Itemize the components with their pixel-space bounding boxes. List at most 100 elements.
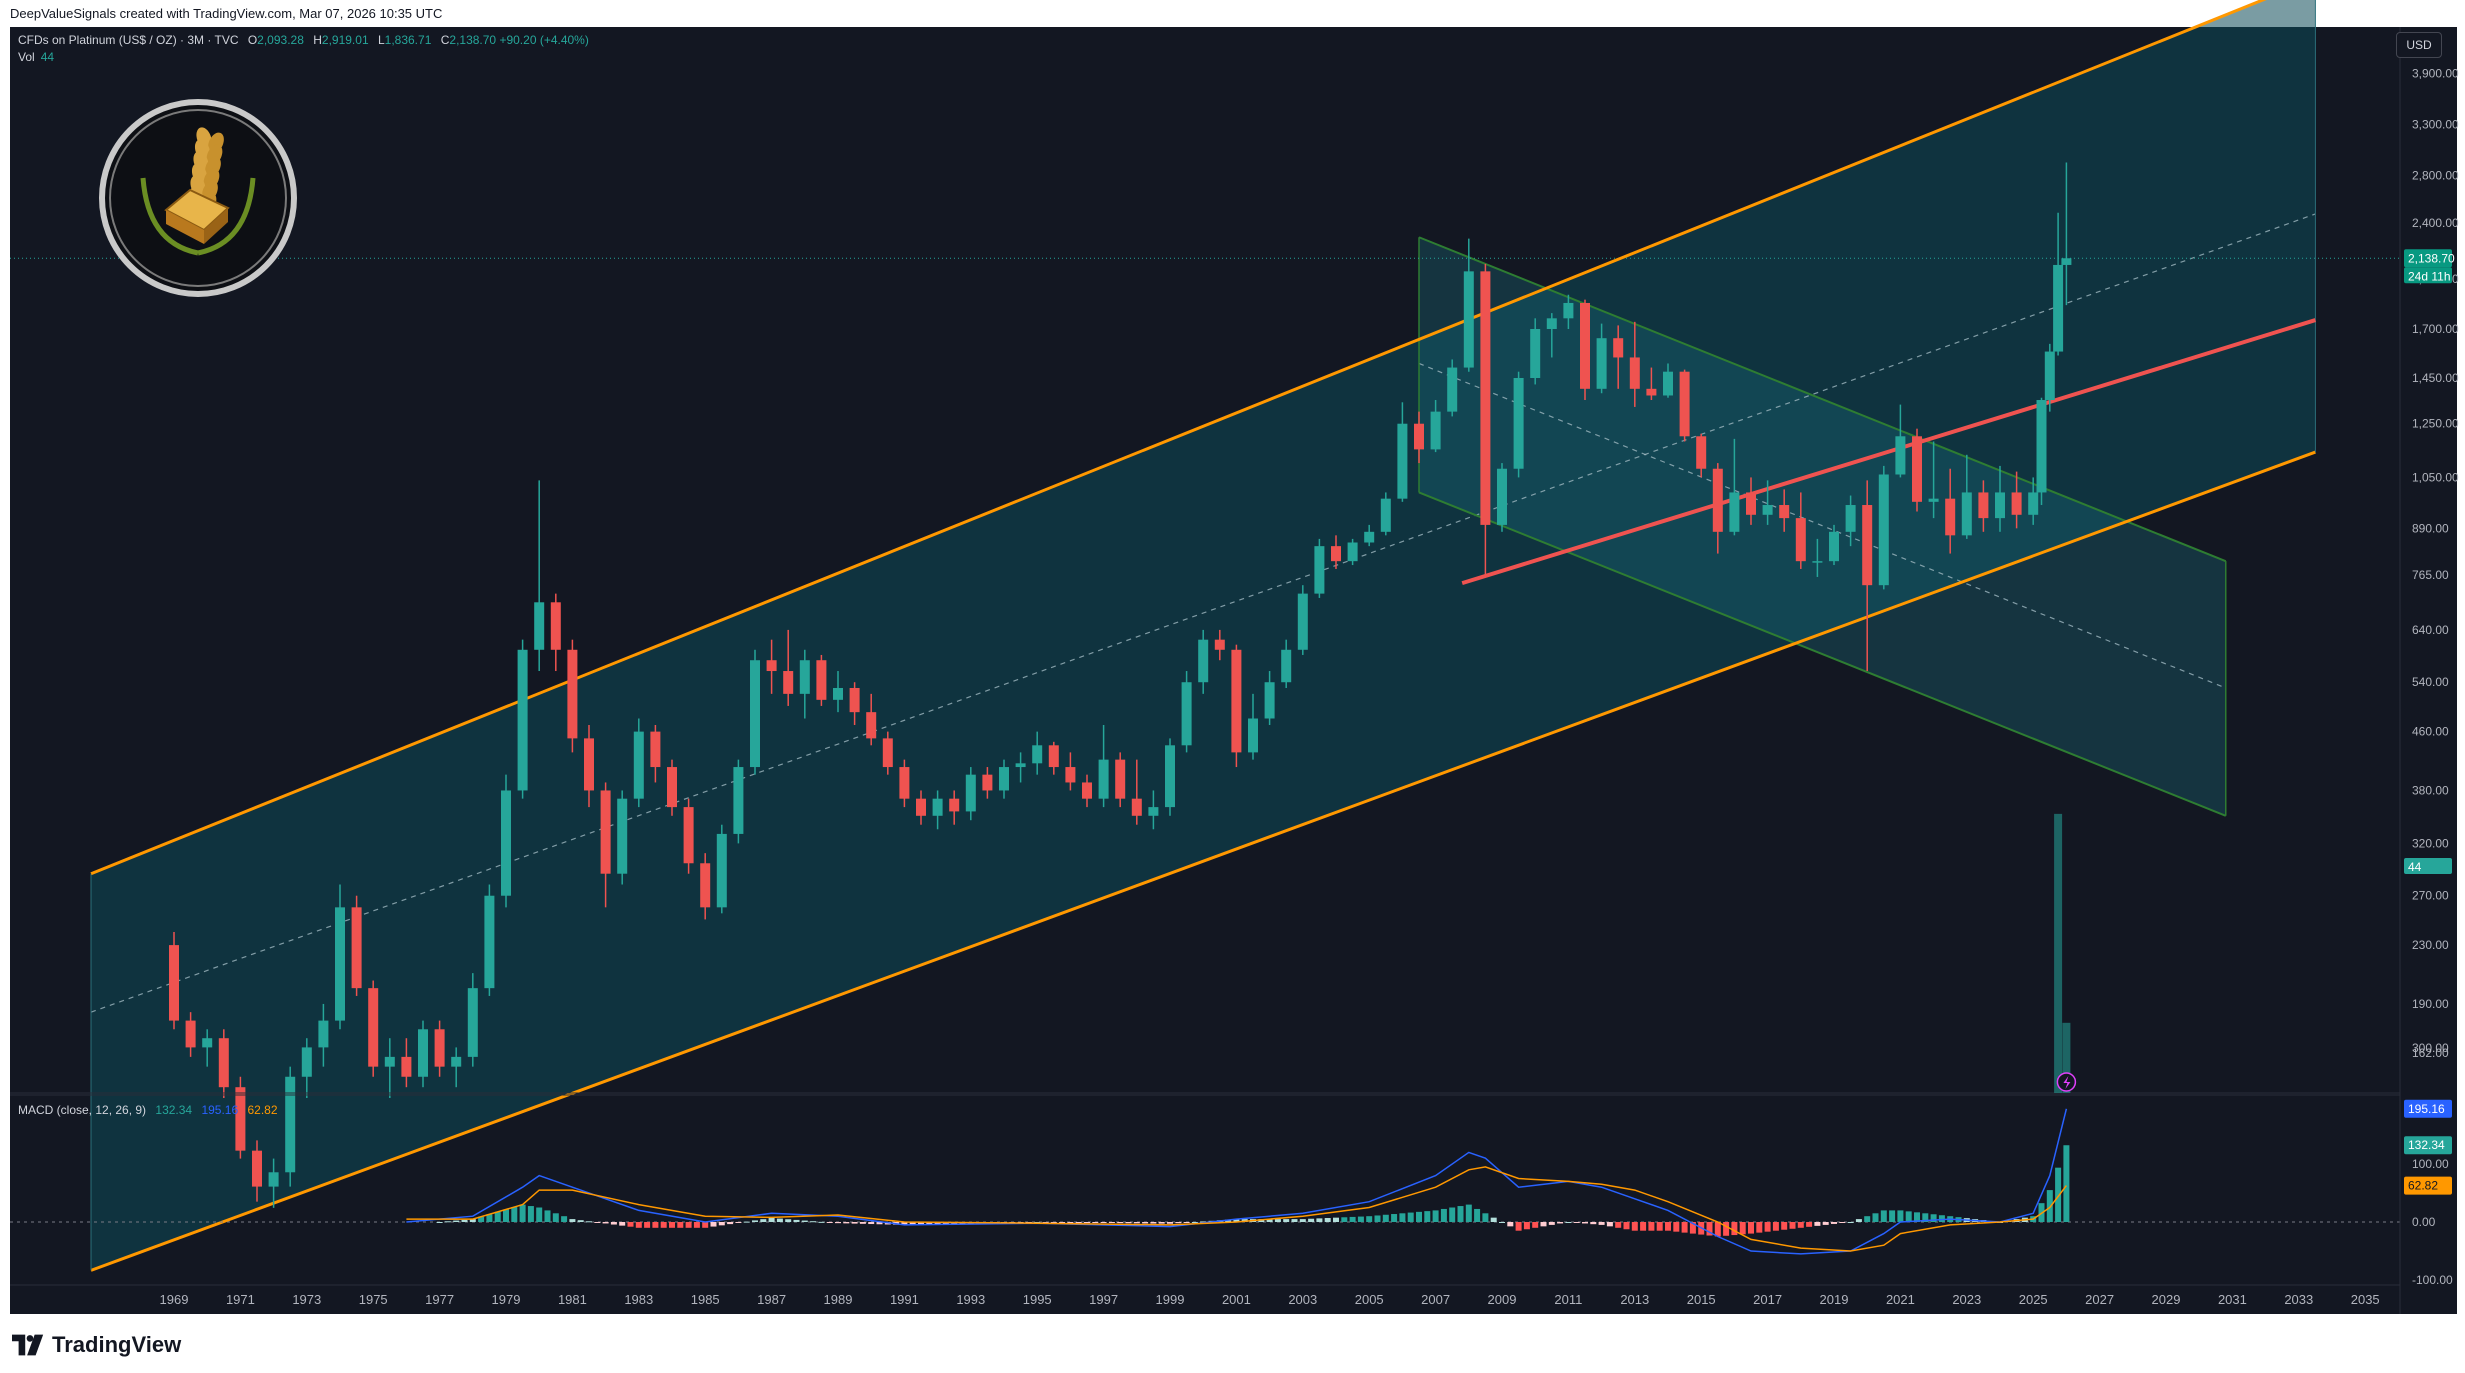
macd-histogram-bar — [1474, 1208, 1481, 1222]
price-tick-label: 540.00 — [2412, 675, 2449, 689]
macd-histogram-bar — [1905, 1211, 1912, 1222]
candle-body — [351, 907, 362, 989]
time-tick-label: 2027 — [2085, 1292, 2114, 1307]
macd-histogram-bar — [718, 1222, 725, 1226]
price-tick-label: 190.00 — [2412, 997, 2449, 1011]
logo-right-laurel — [197, 177, 256, 256]
candle — [667, 759, 677, 816]
candle — [1679, 369, 1690, 442]
change-value: +90.20 (+4.40%) — [499, 33, 589, 47]
macd-histogram-bar — [619, 1222, 626, 1226]
macd-histogram-bar — [1341, 1217, 1348, 1222]
candle — [999, 759, 1009, 799]
candle-body — [252, 1150, 262, 1187]
macd-histogram-bar — [1880, 1210, 1887, 1222]
candle — [1198, 629, 1209, 694]
macd-histogram-bar — [1897, 1210, 1904, 1222]
tradingview-brand[interactable]: TradingView — [12, 1330, 181, 1360]
macd-histogram-bar — [1598, 1222, 1605, 1225]
macd-histogram-bar — [1739, 1222, 1746, 1235]
symbol-title[interactable]: CFDs on Platinum (US$ / OZ) · 3M · TVC — [18, 33, 239, 47]
macd-histogram-bar — [1465, 1204, 1472, 1222]
macd-histogram-bar — [610, 1222, 617, 1225]
macd-histogram-bar — [1515, 1222, 1522, 1231]
currency-button[interactable]: USD — [2396, 32, 2442, 58]
macd-histogram-bar — [1432, 1210, 1439, 1222]
macd-histogram-bar — [934, 1222, 941, 1225]
candle-body — [1663, 371, 1673, 396]
candle-body — [1115, 759, 1126, 799]
macd-histogram-bar — [868, 1222, 875, 1225]
candle-body — [683, 807, 694, 864]
candle — [882, 731, 893, 775]
macd-histogram-bar — [1457, 1206, 1464, 1222]
candle-body — [2061, 258, 2072, 265]
candle — [434, 1020, 445, 1077]
candle-body — [1297, 593, 1308, 650]
descending-channel-midline — [1418, 362, 2226, 689]
candle-body — [1961, 492, 1972, 536]
candle — [1762, 480, 1773, 525]
candle — [534, 480, 545, 672]
credit-text: DeepValueSignals created with TradingVie… — [10, 6, 443, 21]
macd-line-badge-text: 195.16 — [2408, 1102, 2445, 1116]
red-trendline — [1461, 318, 2316, 586]
candle-body — [1729, 492, 1740, 532]
volume-bar — [2054, 813, 2063, 1093]
price-axis-background — [2400, 27, 2457, 1314]
candle — [1181, 671, 1192, 753]
macd-histogram-bar — [1291, 1219, 1298, 1222]
macd-histogram-bar — [602, 1222, 609, 1224]
candle-body — [1032, 745, 1043, 764]
time-tick-label: 1983 — [624, 1292, 653, 1307]
macd-histogram-bar — [660, 1222, 667, 1228]
macd-histogram-bar — [1889, 1210, 1896, 1222]
symbol-legend[interactable]: CFDs on Platinum (US$ / OZ) · 3M · TVC O… — [18, 33, 589, 47]
ascending-channel-midline — [90, 213, 2316, 1013]
candle — [1331, 535, 1341, 569]
candle-body — [833, 687, 843, 700]
macd-signal-value: 62.82 — [247, 1103, 278, 1117]
macd-histogram-bar — [594, 1222, 601, 1223]
candle-body — [1264, 682, 1275, 719]
candle-body — [1281, 649, 1292, 683]
gold-bar-front — [166, 210, 204, 244]
macd-histogram-bar — [503, 1209, 509, 1222]
macd-legend[interactable]: MACD (close, 12, 26, 9) 132.34 195.16 62… — [18, 1103, 278, 1117]
macd-histogram-bar — [494, 1211, 501, 1222]
time-tick-label: 2033 — [2284, 1292, 2313, 1307]
macd-histogram-bar — [669, 1222, 675, 1228]
candle — [517, 639, 528, 799]
candle-body — [667, 767, 677, 808]
candle — [550, 593, 561, 672]
candle-body — [567, 649, 578, 739]
time-tick-label: 2007 — [1421, 1292, 1450, 1307]
macd-histogram-bar — [693, 1222, 700, 1228]
candle — [1463, 238, 1474, 372]
macd-histogram-bar — [1938, 1215, 1945, 1222]
price-tick-label: 380.00 — [2412, 783, 2449, 797]
candle — [849, 682, 860, 725]
volume-legend[interactable]: Vol 44 — [18, 50, 54, 64]
candle-body — [169, 945, 179, 1021]
macd-histogram-bar — [436, 1222, 443, 1223]
macd-histogram-bar — [1930, 1214, 1937, 1222]
candle — [584, 724, 594, 808]
candle-body — [916, 798, 926, 816]
candle-body — [1397, 423, 1408, 499]
macd-histogram-bar — [644, 1222, 651, 1228]
macd-histogram-bar — [1125, 1222, 1132, 1224]
macd-hist-value: 132.34 — [155, 1103, 193, 1117]
macd-histogram-bar — [1374, 1215, 1381, 1222]
volume-badge-bg — [2404, 858, 2452, 874]
macd-histogram-bar — [536, 1207, 543, 1222]
candle — [218, 1029, 229, 1099]
candle-body — [1015, 763, 1026, 768]
macd-line-badge: 195.16 — [2404, 1099, 2452, 1118]
macd-histogram-bar — [835, 1222, 841, 1224]
macd-histogram-bar — [1482, 1213, 1489, 1222]
macd-histogram-bar — [1266, 1219, 1273, 1222]
macd-histogram-bar — [1200, 1221, 1207, 1223]
macd-histogram-bar — [1706, 1222, 1713, 1236]
